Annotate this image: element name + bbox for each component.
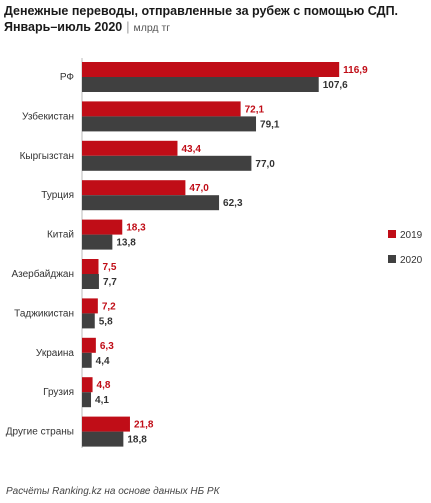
category-label: Турция xyxy=(41,190,74,201)
bar-2020 xyxy=(82,155,252,171)
bar-2019 xyxy=(82,416,130,432)
category-label: Таджикистан xyxy=(14,308,74,319)
value-label-2019: 6,3 xyxy=(100,341,114,352)
bar-2020 xyxy=(82,352,92,368)
bar-2019 xyxy=(82,140,178,156)
category-label: Азербайджан xyxy=(11,268,74,280)
legend-label-2019: 2019 xyxy=(400,230,423,241)
bar-2019 xyxy=(82,298,98,314)
value-label-2019: 18,3 xyxy=(126,223,146,234)
legend-swatch-2020 xyxy=(388,255,396,263)
value-label-2020: 4,1 xyxy=(95,395,109,406)
value-label-2020: 7,7 xyxy=(103,277,117,288)
value-label-2019: 116,9 xyxy=(343,65,368,76)
value-label-2020: 13,8 xyxy=(116,238,136,249)
title-line-1: Денежные переводы, отправленные за рубеж… xyxy=(4,4,399,18)
category-label: Другие страны xyxy=(6,427,74,438)
source-footer: Расчёты Ranking.kz на основе данных НБ Р… xyxy=(6,486,220,497)
category-label: Узбекистан xyxy=(22,110,74,122)
value-label-2019: 72,1 xyxy=(245,104,265,115)
bar-2019 xyxy=(82,377,93,393)
bar-2019 xyxy=(82,101,241,117)
bar-2020 xyxy=(82,116,257,132)
bar-2020 xyxy=(82,313,95,329)
bar-2020 xyxy=(82,392,92,408)
value-label-2020: 77,0 xyxy=(255,159,275,170)
bar-2019 xyxy=(82,219,123,235)
bar-2019 xyxy=(82,259,99,274)
bar-2019 xyxy=(82,180,186,196)
bar-2019 xyxy=(82,337,96,353)
bar-2020 xyxy=(82,77,319,92)
value-label-2019: 21,8 xyxy=(134,420,154,431)
chart-title: Денежные переводы, отправленные за рубеж… xyxy=(4,3,428,36)
category-label: Грузия xyxy=(43,387,74,398)
value-label-2020: 5,8 xyxy=(99,316,113,327)
value-label-2019: 47,0 xyxy=(189,183,209,194)
category-label: Китай xyxy=(47,230,74,241)
value-label-2019: 4,8 xyxy=(97,380,111,391)
value-label-2020: 79,1 xyxy=(260,119,280,130)
value-label-2019: 43,4 xyxy=(181,144,201,155)
category-label: Украина xyxy=(36,348,75,359)
title-separator: | xyxy=(126,20,130,34)
value-label-2020: 18,8 xyxy=(127,435,147,446)
bar-2019 xyxy=(82,62,340,77)
bar-2020 xyxy=(82,195,220,211)
bar-2020 xyxy=(82,431,124,447)
value-label-2020: 107,6 xyxy=(323,80,348,91)
value-label-2020: 62,3 xyxy=(223,198,243,209)
title-unit: млрд тг xyxy=(133,22,171,34)
legend-label-2020: 2020 xyxy=(400,255,423,266)
value-label-2019: 7,2 xyxy=(102,301,116,312)
value-label-2019: 7,5 xyxy=(103,262,117,273)
category-label: РФ xyxy=(60,72,75,83)
value-label-2020: 4,4 xyxy=(96,356,110,367)
bar-2020 xyxy=(82,234,113,250)
title-line-2: Январь–июль 2020 | млрд тг xyxy=(4,19,428,36)
bar-2020 xyxy=(82,274,99,289)
title-period: Январь–июль 2020 xyxy=(4,20,123,34)
category-label: Кыргызстан xyxy=(20,151,74,162)
legend-swatch-2019 xyxy=(388,230,396,238)
